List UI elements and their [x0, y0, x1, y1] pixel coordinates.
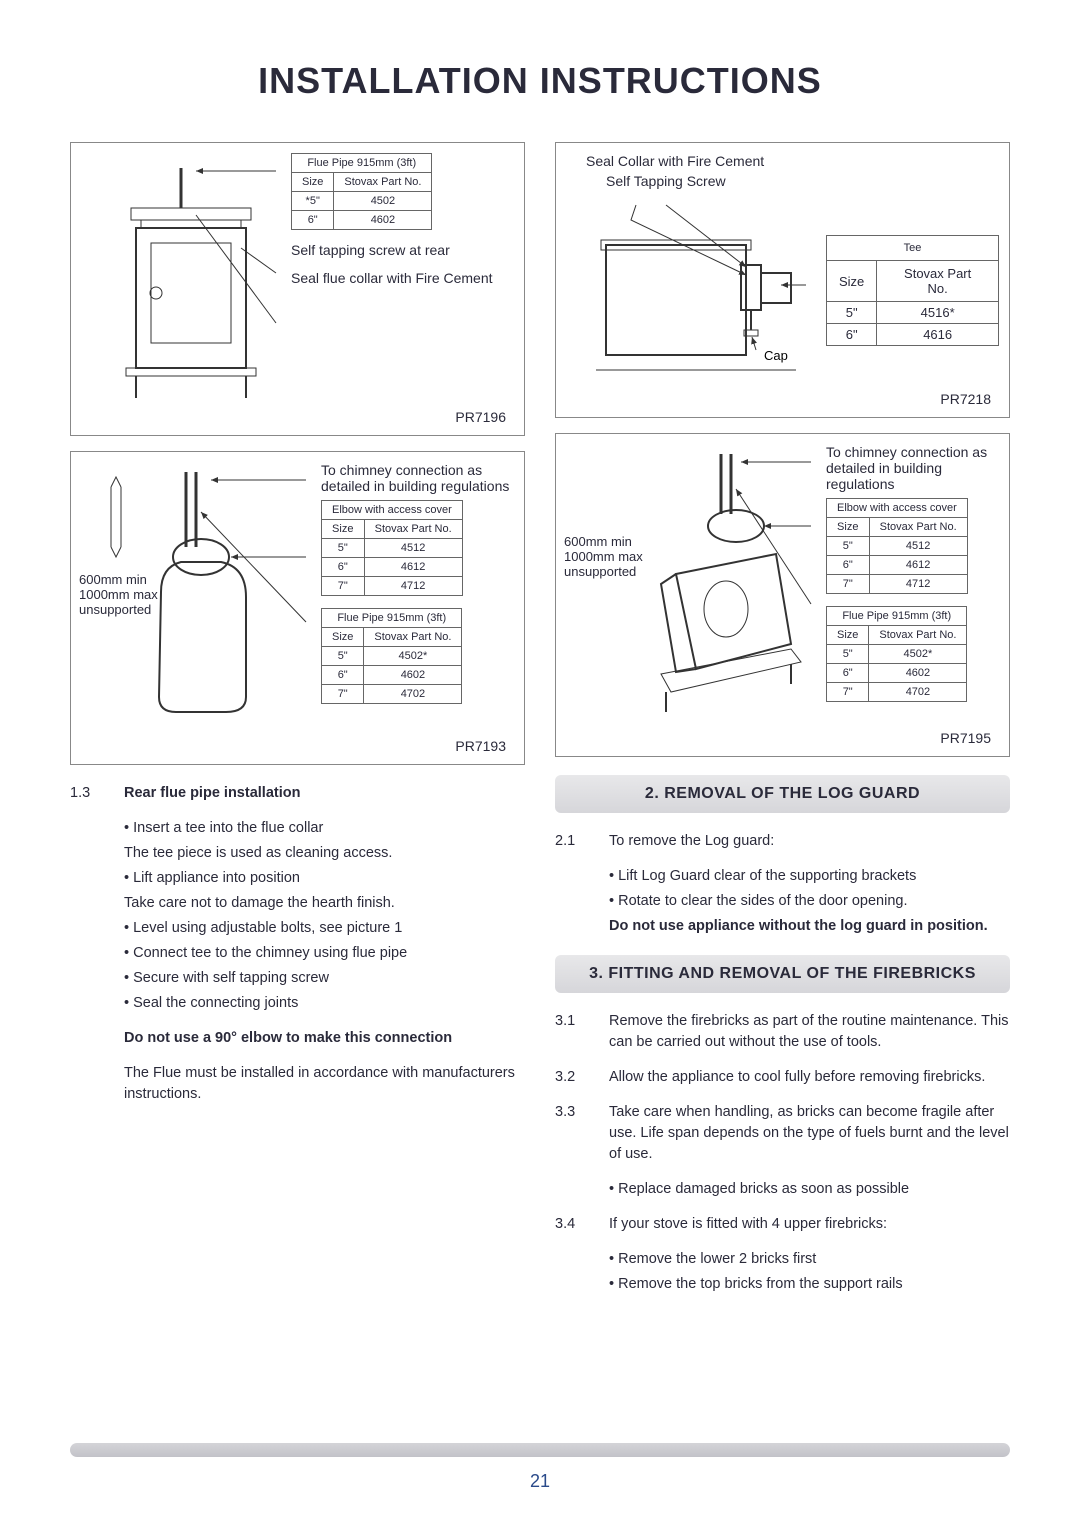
item-text: Allow the appliance to cool fully before…: [609, 1067, 1010, 1088]
stove-perspective-illustration: [566, 444, 816, 724]
warning-text: Do not use appliance without the log gua…: [609, 916, 1010, 937]
note-text: The Flue must be installed in accordance…: [124, 1063, 525, 1105]
bullet: • Insert a tee into the flue collar: [124, 818, 525, 839]
bullet: • Connect tee to the chimney using flue …: [124, 943, 525, 964]
section-header-2: 2. REMOVAL OF THE LOG GUARD: [555, 775, 1010, 813]
text-line: The tee piece is used as cleaning access…: [124, 843, 525, 864]
item-text: If your stove is fitted with 4 upper fir…: [609, 1214, 1010, 1235]
bullet: • Secure with self tapping screw: [124, 968, 525, 989]
footer-bar: [70, 1443, 1010, 1457]
bullet: • Replace damaged bricks as soon as poss…: [609, 1179, 1010, 1200]
bullet: • Level using adjustable bolts, see pict…: [124, 918, 525, 939]
item-number: 3.3: [555, 1102, 609, 1165]
stove-rear-illustration: Cap: [566, 195, 816, 385]
section-heading: Rear flue pipe installation: [124, 783, 525, 804]
stove-front-illustration: [81, 153, 281, 403]
item-number: 3.1: [555, 1011, 609, 1053]
elbow-table: Elbow with access cover SizeStovax Part …: [826, 498, 968, 594]
chimney-note: To chimney connection as detailed in bui…: [826, 444, 999, 492]
diagram-panel-pr7218: Seal Collar with Fire Cement Self Tappin…: [555, 142, 1010, 418]
flue-pipe-table: Flue Pipe 915mm (3ft) SizeStovax Part No…: [826, 606, 967, 702]
right-column: Seal Collar with Fire Cement Self Tappin…: [555, 142, 1010, 1299]
bullet: • Remove the lower 2 bricks first: [609, 1249, 1010, 1270]
bullet: • Seal the connecting joints: [124, 993, 525, 1014]
item-number: 3.2: [555, 1067, 609, 1088]
flue-pipe-table: Flue Pipe 915mm (3ft) SizeStovax Part No…: [291, 153, 432, 230]
section-header-3: 3. FITTING AND REMOVAL OF THE FIREBRICKS: [555, 955, 1010, 993]
item-number: 2.1: [555, 831, 609, 852]
bullet: • Remove the top bricks from the support…: [609, 1274, 1010, 1295]
page-title: INSTALLATION INSTRUCTIONS: [70, 60, 1010, 102]
bullet: • Lift Log Guard clear of the supporting…: [609, 866, 1010, 887]
left-column: Flue Pipe 915mm (3ft) SizeStovax Part No…: [70, 142, 525, 1299]
annotation: Seal Collar with Fire Cement: [586, 153, 999, 169]
side-measurement: 600mm min 1000mm max unsupported: [564, 534, 643, 579]
section-number: 1.3: [70, 783, 124, 804]
page-number: 21: [0, 1471, 1080, 1492]
elbow-table: Elbow with access cover SizeStovax Part …: [321, 500, 463, 596]
diagram-code: PR7193: [81, 738, 514, 754]
text-line: Take care not to damage the hearth finis…: [124, 893, 525, 914]
item-number: 3.4: [555, 1214, 609, 1235]
chimney-note: To chimney connection as detailed in bui…: [321, 462, 514, 494]
diagram-code: PR7195: [566, 730, 999, 746]
annotation: Seal flue collar with Fire Cement: [291, 270, 514, 286]
tee-table: Tee SizeStovax Part No. 5"4516* 6"4616: [826, 235, 999, 346]
diagram-code: PR7196: [81, 409, 514, 425]
bullet: • Lift appliance into position: [124, 868, 525, 889]
flue-pipe-table: Flue Pipe 915mm (3ft) SizeStovax Part No…: [321, 608, 462, 704]
diagram-panel-pr7193: 600mm min 1000mm max unsupported To: [70, 451, 525, 765]
item-text: Remove the firebricks as part of the rou…: [609, 1011, 1010, 1053]
cap-label: Cap: [764, 348, 788, 363]
item-text: To remove the Log guard:: [609, 831, 1010, 852]
annotation: Self Tapping Screw: [586, 173, 999, 189]
item-text: Take care when handling, as bricks can b…: [609, 1102, 1010, 1165]
diagram-code: PR7218: [566, 391, 999, 407]
diagram-panel-pr7195: 600mm min 1000mm max unsupported: [555, 433, 1010, 757]
warning-text: Do not use a 90° elbow to make this conn…: [124, 1028, 525, 1049]
side-measurement: 600mm min 1000mm max unsupported: [79, 572, 158, 617]
annotation: Self tapping screw at rear: [291, 242, 514, 258]
bullet: • Rotate to clear the sides of the door …: [609, 891, 1010, 912]
diagram-panel-pr7196: Flue Pipe 915mm (3ft) SizeStovax Part No…: [70, 142, 525, 436]
